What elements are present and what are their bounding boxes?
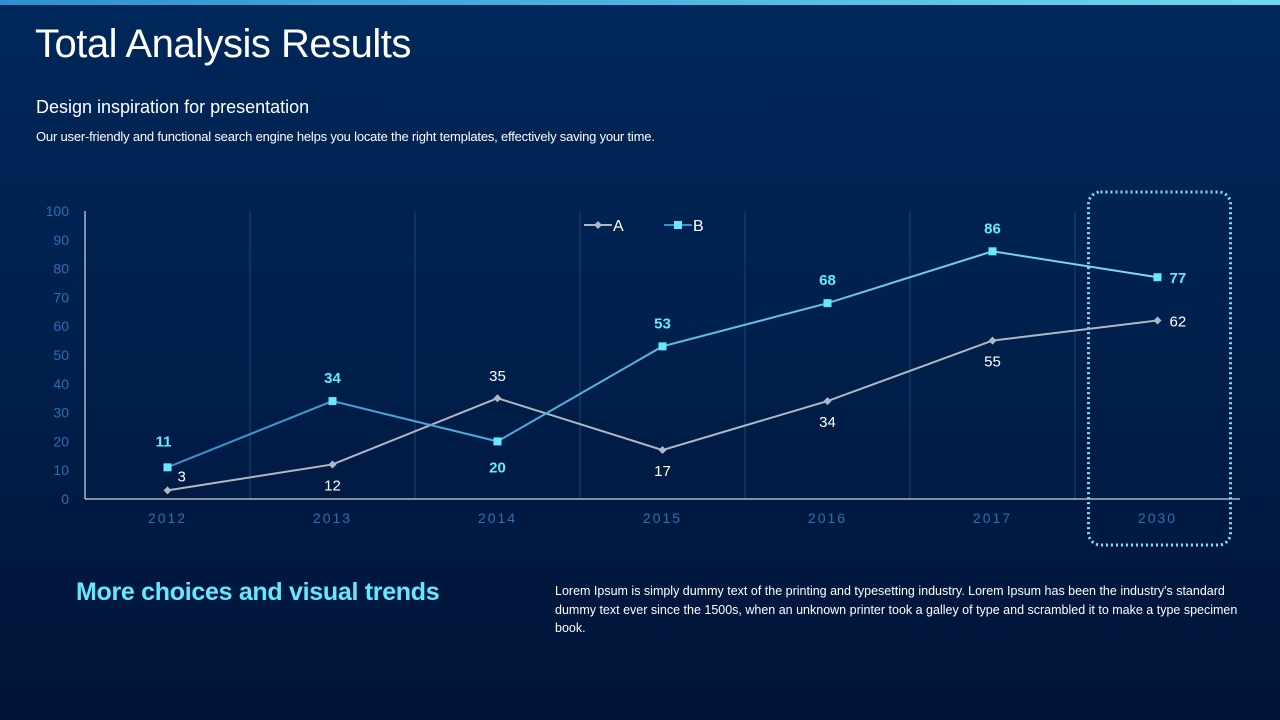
series-b-marker [1153, 273, 1162, 282]
legend-b-marker [674, 221, 682, 229]
highlight-box [1087, 190, 1232, 547]
series-b-marker [988, 247, 997, 256]
series-b-marker [493, 437, 502, 446]
page-title: Total Analysis Results [35, 22, 411, 66]
series-a-marker [658, 446, 667, 455]
series-b-data-label: 20 [489, 459, 506, 476]
page-subtitle: Design inspiration for presentation [36, 97, 310, 117]
x-tick-label: 2017 [973, 510, 1012, 526]
series-a-marker [1153, 316, 1162, 325]
series-a-marker [493, 394, 502, 403]
series-a-data-label: 17 [654, 463, 671, 480]
y-tick-label: 50 [53, 347, 69, 363]
series-b-data-label: 77 [1170, 270, 1187, 287]
x-tick-label: 2012 [148, 510, 187, 526]
series-a-data-label: 62 [1170, 313, 1187, 330]
top-accent-bar [0, 0, 1280, 5]
series-a-marker [328, 460, 337, 469]
series-b-marker [658, 342, 667, 351]
x-tick-label: 2014 [478, 510, 517, 526]
y-tick-label: 70 [53, 289, 69, 305]
section-body-text: Lorem Ipsum is simply dummy text of the … [555, 584, 1238, 635]
legend-b-label: B [693, 218, 704, 235]
chart-grid [249, 211, 1076, 499]
series-a-data-label: 35 [489, 368, 506, 385]
series-b-marker [163, 463, 172, 472]
series-a-marker [163, 486, 172, 495]
chart-series [163, 247, 1162, 495]
series-b-line [167, 250, 1158, 469]
y-tick-label: 80 [53, 261, 69, 277]
y-tick-label: 60 [53, 318, 69, 334]
x-tick-label: 2015 [643, 510, 682, 526]
series-b-data-label: 11 [156, 433, 172, 450]
series-b-data-label: 68 [819, 272, 836, 289]
series-b-data-label: 34 [324, 370, 341, 387]
series-b-data-label: 53 [654, 315, 671, 332]
series-a-marker [988, 336, 997, 345]
x-tick-label: 2030 [1138, 510, 1177, 526]
series-a-data-label: 55 [984, 354, 1001, 371]
series-a-marker [823, 397, 832, 406]
x-tick-label: 2016 [808, 510, 847, 526]
y-tick-label: 10 [53, 462, 69, 478]
series-a-data-label: 12 [324, 477, 341, 494]
legend-a-marker [594, 221, 602, 229]
y-tick-label: 100 [46, 203, 70, 219]
legend-a-label: A [613, 218, 624, 235]
y-tick-label: 90 [53, 232, 69, 248]
series-b-data-label: 86 [984, 220, 1001, 237]
series-b-marker [823, 299, 832, 308]
y-tick-label: 40 [53, 376, 69, 392]
page-description: Our user-friendly and functional search … [36, 129, 655, 144]
series-b-marker [328, 397, 337, 406]
series-a-data-label: 34 [819, 414, 836, 431]
y-tick-label: 0 [61, 491, 69, 507]
section-heading: More choices and visual trends [76, 578, 440, 606]
y-tick-label: 30 [53, 405, 69, 421]
x-tick-label: 2013 [313, 510, 352, 526]
chart-data-labels: 3 11 12 34 35 20 17 53 34 68 55 86 62 77 [156, 220, 1187, 494]
series-a-data-label: 3 [178, 468, 186, 485]
y-tick-label: 20 [53, 433, 69, 449]
